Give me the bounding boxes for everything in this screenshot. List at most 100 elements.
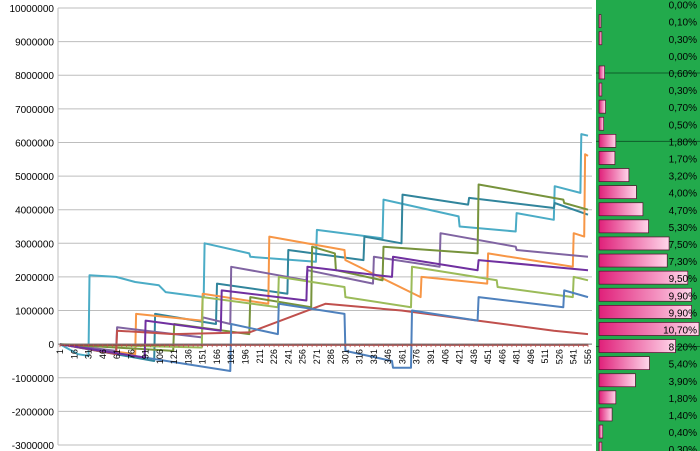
y-tick-label: 9000000 xyxy=(15,38,54,49)
distribution-bar xyxy=(598,390,617,405)
distribution-bar xyxy=(598,270,689,285)
x-tick-label: 61 xyxy=(112,349,122,359)
distribution-label: 0,50% xyxy=(669,120,697,131)
distribution-label: 5,40% xyxy=(669,360,697,371)
distribution-label: 5,30% xyxy=(669,223,697,234)
x-tick-label: 481 xyxy=(512,349,522,364)
x-tick-label: 151 xyxy=(198,349,208,364)
distribution-bar xyxy=(598,151,616,165)
distribution-label: 3,20% xyxy=(669,172,697,183)
distribution-bar xyxy=(598,339,676,353)
distribution-label: 8,20% xyxy=(669,343,697,354)
y-tick-label: 5000000 xyxy=(15,172,54,183)
distribution-label: 7,30% xyxy=(669,257,697,268)
x-axis-ticks: 1 16 31 46 61 76 91 106 121 136 151 166 181 196 211 226… xyxy=(55,343,593,364)
x-tick-label: 256 xyxy=(298,349,308,364)
y-tick-label: 1000000 xyxy=(15,307,54,318)
x-tick-label: 271 xyxy=(312,349,322,364)
x-tick-label: 301 xyxy=(340,349,350,364)
distribution-bar xyxy=(598,185,637,199)
x-tick-label: 466 xyxy=(497,349,507,364)
distribution-bar xyxy=(598,99,606,114)
x-tick-label: 106 xyxy=(155,349,165,364)
distribution-label: 1,70% xyxy=(669,154,697,165)
distribution-label: 1,80% xyxy=(669,394,697,405)
x-tick-label: 526 xyxy=(554,349,564,364)
distribution-bar xyxy=(598,219,649,234)
series-lines xyxy=(59,133,589,372)
distribution-bar xyxy=(598,441,603,451)
x-tick-label: 181 xyxy=(226,349,236,364)
x-tick-label: 226 xyxy=(269,349,279,364)
x-tick-label: 46 xyxy=(98,349,108,359)
y-tick-label: 6000000 xyxy=(15,138,54,149)
distribution-label: 9,90% xyxy=(669,291,697,302)
x-tick-label: 541 xyxy=(569,349,579,364)
distribution-bar xyxy=(598,305,692,319)
x-tick-label: 436 xyxy=(469,349,479,364)
x-tick-label: 496 xyxy=(526,349,536,364)
y-axis-ticks: 1000000090000008000000700000060000005000… xyxy=(10,4,55,451)
series-line-8 xyxy=(59,289,589,372)
y-tick-label: 4000000 xyxy=(15,206,54,217)
distribution-bar xyxy=(598,236,670,251)
x-tick-label: 91 xyxy=(141,349,151,359)
series-line-7 xyxy=(59,302,589,356)
x-tick-label: 211 xyxy=(255,349,265,363)
distribution-label: 9,90% xyxy=(669,308,697,319)
distribution-label: 0,70% xyxy=(669,103,697,114)
distribution-label: 0,60% xyxy=(669,69,697,80)
x-tick-label: 241 xyxy=(283,349,293,364)
gridlines xyxy=(57,7,592,446)
distribution-bar xyxy=(598,168,630,182)
y-tick-label: 2000000 xyxy=(15,273,54,284)
x-tick-label: 76 xyxy=(126,349,136,359)
distribution-bar xyxy=(598,134,617,148)
x-tick-label: 451 xyxy=(483,349,493,364)
x-tick-label: 556 xyxy=(583,349,593,364)
y-tick-label: -3000000 xyxy=(12,441,55,451)
x-tick-label: 316 xyxy=(355,349,365,364)
y-tick-label: 10000000 xyxy=(10,4,55,15)
series-line-6 xyxy=(59,265,589,349)
distribution-bar xyxy=(598,407,613,422)
distribution-bar xyxy=(598,65,605,80)
x-tick-label: 16 xyxy=(69,349,79,359)
line-chart: 1000000090000008000000700000060000005000… xyxy=(10,4,594,451)
x-tick-label: 391 xyxy=(426,349,436,364)
series-line-2 xyxy=(59,193,589,362)
distribution-label: 0,30% xyxy=(669,86,697,97)
distribution-bar xyxy=(598,82,603,97)
x-tick-label: 361 xyxy=(397,349,407,364)
x-tick-label: 286 xyxy=(326,349,336,364)
distribution-bar xyxy=(598,14,602,28)
distribution-label: 0,10% xyxy=(669,18,697,29)
distribution-labels: 0,00% 0,10% 0,30% 0,00% 0,60% 0,30% 0,70% 0,50%… xyxy=(663,1,697,451)
distribution-label: 0,40% xyxy=(669,428,697,439)
distribution-bar xyxy=(598,116,605,131)
x-tick-label: 376 xyxy=(412,349,422,364)
distribution-panel: 0,00% 0,10% 0,30% 0,00% 0,60% 0,30% 0,70% 0,50%… xyxy=(596,0,700,451)
distribution-label: 1,80% xyxy=(669,137,697,148)
distribution-bar xyxy=(598,373,636,388)
distribution-label: 1,40% xyxy=(669,411,697,422)
distribution-bar xyxy=(598,31,603,46)
x-tick-label: 331 xyxy=(369,349,379,364)
distribution-label: 0,30% xyxy=(669,445,697,451)
distribution-label: 4,00% xyxy=(669,189,697,200)
distribution-label: 0,00% xyxy=(669,1,697,12)
x-tick-label: 346 xyxy=(383,349,393,364)
distribution-bars xyxy=(598,14,700,451)
series-line-9 xyxy=(59,255,589,359)
x-tick-label: 121 xyxy=(169,349,179,364)
x-tick-label: 511 xyxy=(540,349,550,363)
x-tick-label: 166 xyxy=(212,349,222,364)
y-tick-label: 8000000 xyxy=(15,71,54,82)
y-tick-label: 3000000 xyxy=(15,239,54,250)
distribution-bar xyxy=(598,202,644,217)
distribution-label: 4,70% xyxy=(669,206,697,217)
distribution-bar xyxy=(598,287,692,302)
y-tick-label: -1000000 xyxy=(12,374,55,385)
distribution-bar xyxy=(598,356,650,370)
distribution-label: 0,30% xyxy=(669,35,697,46)
